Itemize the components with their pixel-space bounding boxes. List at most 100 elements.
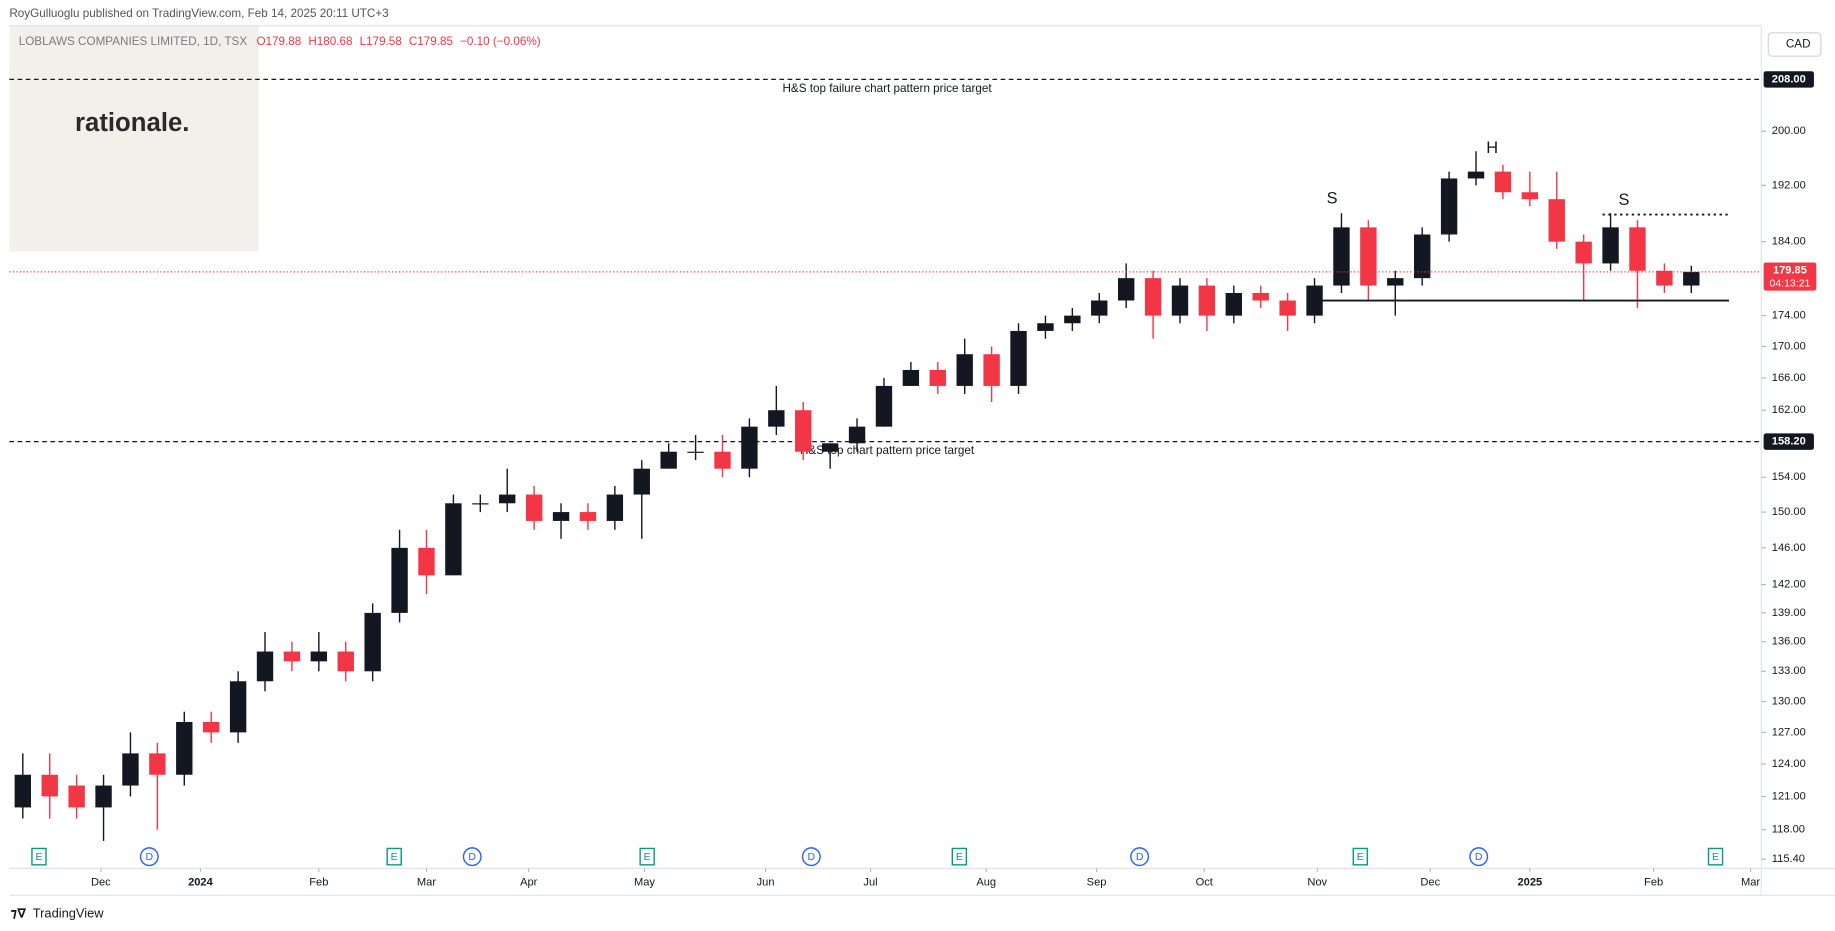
ohlc-value: H180.68	[308, 35, 352, 48]
y-tick-label: 146.00	[1772, 542, 1806, 554]
candle-body	[1037, 323, 1054, 331]
pattern-label: H	[1486, 139, 1498, 157]
y-tick-label: 162.00	[1772, 404, 1806, 416]
event-marker	[1352, 847, 1369, 866]
event-label: E	[1712, 851, 1719, 863]
y-tick-label: 142.00	[1772, 579, 1806, 591]
footer-logo: ⁊∇	[11, 905, 27, 920]
x-tick-label: Nov	[1307, 876, 1327, 888]
currency-box[interactable]	[1767, 32, 1822, 57]
event-label: E	[644, 851, 651, 863]
candle-body	[95, 785, 112, 808]
event-label: E	[391, 851, 398, 863]
candle-body	[1387, 278, 1404, 286]
event-marker	[1130, 847, 1150, 867]
candle-body	[122, 753, 139, 786]
pattern-label: S	[1327, 190, 1338, 208]
candle-body	[983, 354, 1000, 386]
candle-body	[1575, 241, 1592, 264]
y-tick-label: 127.00	[1772, 726, 1806, 738]
candle-body	[1064, 315, 1081, 324]
event-label: E	[1357, 851, 1364, 863]
candle-body	[633, 468, 650, 495]
event-marker	[462, 847, 482, 867]
last-price-label: 179.85	[1773, 265, 1807, 277]
candle-body	[1306, 285, 1323, 316]
candle-body	[364, 612, 381, 672]
y-tick-label: 174.00	[1772, 310, 1806, 322]
currency[interactable]: CAD	[1786, 38, 1811, 51]
event-marker	[1707, 847, 1724, 866]
candle-body	[1171, 285, 1189, 316]
price-target-box	[1763, 433, 1814, 450]
price-target-text: H&S top failure chart pattern price targ…	[782, 82, 992, 95]
y-tick-label: 121.00	[1772, 790, 1806, 802]
y-tick-label: 184.00	[1772, 236, 1806, 248]
candle-body	[391, 547, 408, 613]
footer-brand: TradingView	[33, 905, 104, 920]
y-tick-label: 166.00	[1772, 372, 1806, 384]
candle-body	[768, 410, 785, 427]
candle-body	[606, 494, 624, 521]
y-tick-label: 124.00	[1772, 758, 1806, 770]
x-tick-label: Jul	[863, 876, 877, 888]
event-label: E	[956, 851, 963, 863]
y-tick-label: 154.00	[1772, 471, 1806, 483]
y-tick-label: 170.00	[1772, 340, 1806, 352]
candle-body	[445, 503, 462, 576]
ohlc-value: C179.85	[409, 35, 454, 48]
candle-body	[337, 651, 354, 672]
candle-body	[525, 494, 543, 521]
event-label: D	[468, 851, 476, 863]
y-tick-label: 130.00	[1772, 695, 1806, 707]
x-tick-label: Feb	[309, 876, 328, 888]
x-tick-label: Dec	[1420, 876, 1440, 888]
event-label: D	[1475, 851, 1483, 863]
candle-body	[929, 369, 946, 386]
candle-body	[68, 785, 85, 808]
candle-body	[1494, 171, 1512, 193]
candle-body	[203, 722, 220, 733]
event-marker	[386, 847, 402, 866]
candle-body	[552, 512, 570, 521]
candle-body	[1602, 227, 1619, 264]
logo-box	[9, 25, 259, 252]
price-target-text: H&S top chart pattern price target	[800, 444, 975, 457]
y-tick-label: 192.00	[1772, 179, 1806, 191]
x-tick-label: Aug	[976, 876, 996, 888]
candle-body	[283, 651, 301, 662]
y-tick-label: 150.00	[1772, 506, 1806, 518]
candle-body	[1629, 227, 1646, 271]
pattern-label: S	[1619, 191, 1630, 209]
candle-body	[1414, 234, 1431, 279]
candle-body	[1656, 270, 1673, 286]
candle-body	[956, 354, 973, 386]
event-marker	[801, 847, 821, 867]
event-label: E	[35, 851, 42, 863]
symbol: LOBLAWS COMPANIES LIMITED, 1D, TSX	[19, 35, 248, 48]
ohlc-value: L179.58	[360, 35, 402, 48]
candle-body	[714, 451, 731, 469]
x-tick-label: May	[634, 876, 655, 888]
candle-body	[1548, 199, 1565, 242]
candle-body	[902, 369, 920, 386]
x-tick-label: Sep	[1087, 876, 1107, 888]
candle-body	[1360, 227, 1377, 286]
x-tick-label: 2024	[188, 876, 214, 888]
candle-body	[848, 426, 866, 444]
y-tick-label: 118.00	[1772, 824, 1805, 836]
candle-body	[149, 753, 166, 775]
candle-body	[499, 494, 516, 504]
candle-body	[176, 722, 193, 775]
candle-body	[1091, 300, 1108, 316]
x-tick-label: Dec	[91, 876, 111, 888]
candle-body	[875, 385, 893, 427]
y-tick-label: 133.00	[1772, 665, 1806, 677]
y-tick-label: 200.00	[1772, 125, 1806, 137]
candle-body	[418, 547, 435, 576]
candle-body	[310, 651, 328, 662]
x-tick-label: Mar	[417, 876, 436, 888]
candle-body	[821, 443, 839, 452]
candle-body	[1467, 171, 1485, 179]
